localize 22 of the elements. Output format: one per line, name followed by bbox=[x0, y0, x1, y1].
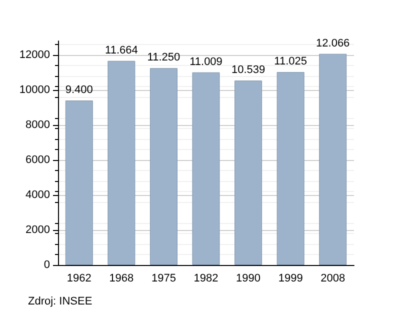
data-label: 12.066 bbox=[316, 37, 350, 50]
y-tick-label: 0 bbox=[44, 259, 50, 271]
data-label: 11.009 bbox=[190, 56, 222, 68]
y-tick-label: 8000 bbox=[26, 119, 50, 131]
data-label: 11.664 bbox=[105, 44, 138, 56]
text: Zdroj: INSEE bbox=[28, 296, 92, 308]
y-tick-label: 2000 bbox=[26, 224, 50, 236]
x-tick-label: 2008 bbox=[320, 272, 346, 284]
data-label: 9.400 bbox=[65, 84, 93, 96]
data-label: 11.025 bbox=[274, 56, 307, 68]
x-tick-label: 1982 bbox=[194, 272, 218, 284]
x-tick-label: 1968 bbox=[109, 272, 134, 284]
x-tick-label: 1975 bbox=[151, 272, 176, 284]
x-tick-label: 1990 bbox=[236, 272, 261, 284]
x-tick-label: 1999 bbox=[278, 272, 303, 284]
data-label: 11.250 bbox=[147, 52, 180, 64]
y-tick-label: 10000 bbox=[19, 84, 50, 96]
y-tick-label: 12000 bbox=[19, 49, 50, 61]
x-tick-label: 1962 bbox=[66, 272, 92, 284]
y-tick-label: 6000 bbox=[26, 154, 50, 166]
data-label: 10.539 bbox=[231, 64, 266, 76]
y-tick-label: 4000 bbox=[26, 189, 50, 201]
